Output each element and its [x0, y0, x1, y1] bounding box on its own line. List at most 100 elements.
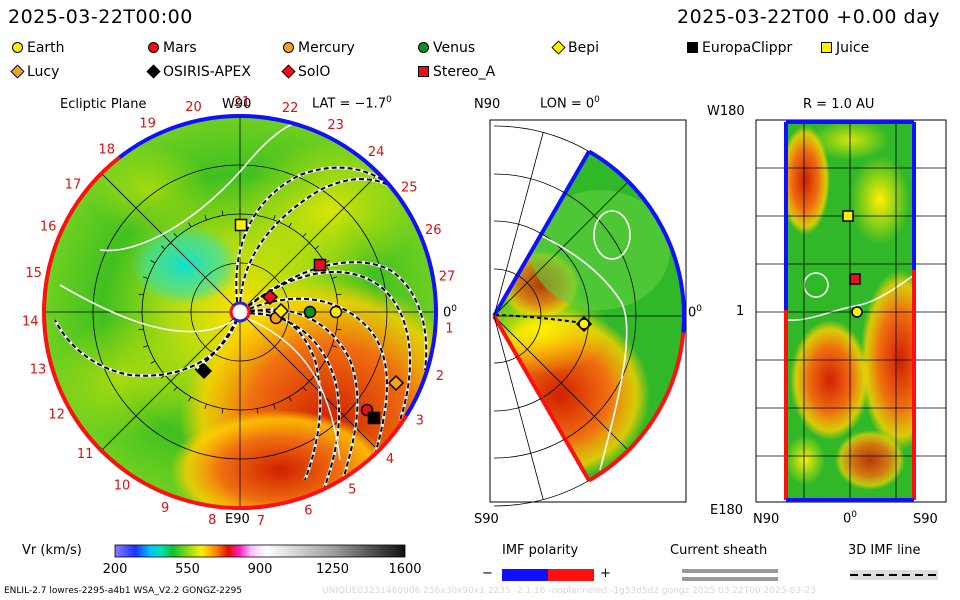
osiris-apex-marker: [195, 362, 213, 380]
map-mid-left-label: 1: [736, 304, 745, 319]
legend-label: Venus: [433, 40, 476, 56]
carrington-tick-label: 25: [401, 181, 418, 196]
imf-line-swatch: [850, 570, 938, 580]
imf-positive-swatch: [548, 569, 594, 581]
ecliptic-right-label: 00: [443, 304, 458, 321]
carrington-tick-label: 7: [257, 514, 265, 529]
venus-marker: [303, 305, 317, 319]
footer-model-info: ENLIL-2.7 lowres-2295-a4b1 WSA_V2.2 GONG…: [4, 586, 243, 596]
stereo-a-marker-map: [849, 273, 861, 285]
legend-item-stereo-a: Stereo_A: [418, 64, 495, 80]
carrington-tick-label: 22: [282, 101, 299, 116]
map-bottom-left-label: E180: [710, 503, 744, 518]
carrington-tick-label: 5: [348, 483, 356, 498]
imf-3d-line-title: 3D IMF line: [848, 543, 921, 558]
carrington-tick-label: 23: [327, 118, 344, 133]
carrington-tick-label: 2: [436, 369, 444, 384]
imf-negative-swatch: [502, 569, 548, 581]
legend-item-osiris-apex: OSIRIS-APEX: [146, 64, 251, 80]
carrington-tick-label: 26: [425, 223, 442, 238]
carrington-tick-label: 10: [114, 479, 131, 494]
longitude-latitude-map-panel: [755, 119, 947, 503]
colorbar-tick-label: 550: [175, 562, 200, 577]
legend-item-solo: SolO: [281, 64, 331, 80]
map-x-right-label: S90: [913, 512, 938, 527]
carrington-tick-label: 3: [416, 413, 424, 428]
carrington-tick-label: 8: [208, 513, 216, 528]
carrington-tick-label: 27: [439, 270, 456, 285]
legend-item-bepi: Bepi: [551, 40, 599, 56]
map-x-mid-label: 00: [843, 510, 858, 527]
colorbar-tick-label: 1250: [315, 562, 350, 577]
legend-item-europaclippr: EuropaClippr: [687, 40, 792, 56]
earth-marker-map: [851, 306, 863, 318]
colorbar-tick-label: 900: [247, 562, 273, 577]
legend-label: Earth: [27, 40, 65, 56]
ecliptic-title: Ecliptic Plane: [60, 97, 147, 112]
europa-clipper-marker: [367, 411, 381, 425]
imf-plus-label: +: [600, 566, 611, 581]
timestamp-right: 2025-03-22T00 +0.00 day: [677, 6, 940, 28]
carrington-tick-label: 13: [30, 363, 47, 378]
carrington-tick-label: 6: [304, 504, 312, 519]
legend-item-mars: Mars: [148, 40, 197, 56]
timestamp-left: 2025-03-22T00:00: [8, 6, 193, 28]
carrington-tick-label: 14: [22, 315, 39, 330]
carrington-tick-label: 24: [368, 145, 385, 160]
velocity-colorbar: [114, 544, 406, 558]
meridional-bottom-label: S90: [474, 512, 499, 527]
carrington-tick-label: 9: [161, 501, 169, 516]
circle-marker-icon: [148, 42, 159, 53]
earth-marker: [329, 305, 343, 319]
legend-item-mercury: Mercury: [283, 40, 355, 56]
square-marker-icon: [418, 66, 429, 77]
legend-label: Mars: [163, 40, 197, 56]
earth-marker-meridional: [578, 318, 590, 330]
legend-item-venus: Venus: [418, 40, 475, 56]
solo-marker: [261, 288, 279, 306]
carrington-tick-label: 16: [40, 220, 57, 235]
legend-item-earth: Earth: [12, 40, 65, 56]
ecliptic-top-label: W90: [222, 97, 252, 112]
carrington-tick-label: 15: [25, 266, 42, 281]
legend-label: Lucy: [27, 64, 60, 80]
map-x-left-label: N90: [753, 512, 780, 527]
juice-marker: [234, 218, 248, 232]
carrington-tick-label: 21: [234, 95, 251, 110]
carrington-tick-label: 12: [48, 407, 65, 422]
current-sheath-title: Current sheath: [670, 543, 768, 558]
carrington-tick-label: 4: [386, 452, 394, 467]
map-title: R = 1.0 AU: [803, 97, 875, 112]
legend-label: Juice: [836, 40, 870, 56]
imf-polarity-title: IMF polarity: [502, 543, 579, 558]
colorbar-tick-label: 1600: [388, 562, 422, 577]
square-marker-icon: [687, 42, 698, 53]
carrington-tick-label: 19: [139, 116, 156, 131]
colorbar-tick-label: 200: [102, 562, 128, 577]
legend-label: EuropaClippr: [702, 40, 793, 56]
juice-marker-map: [842, 210, 854, 222]
circle-marker-icon: [283, 42, 294, 53]
colorbar-label: Vr (km/s): [22, 543, 82, 558]
square-marker-icon: [821, 42, 832, 53]
ecliptic-lat-label: LAT = −1.70: [312, 95, 392, 112]
carrington-tick-label: 1: [445, 321, 453, 336]
ecliptic-bottom-label: E90: [225, 512, 250, 527]
lucy-marker: [387, 374, 405, 392]
imf-minus-label: −: [482, 566, 493, 581]
legend-label: Stereo_A: [433, 64, 496, 80]
legend-label: SolO: [298, 64, 331, 80]
carrington-tick-label: 18: [98, 143, 115, 158]
legend-label: Mercury: [298, 40, 355, 56]
carrington-tick-label: 11: [77, 447, 94, 462]
bepi-marker: [272, 302, 290, 320]
circle-marker-icon: [12, 42, 23, 53]
map-top-left-label: W180: [707, 104, 745, 119]
current-sheath-swatch: [682, 569, 778, 581]
meridional-top-label: N90: [474, 97, 501, 112]
circle-marker-icon: [418, 42, 429, 53]
carrington-tick-label: 20: [185, 100, 202, 115]
